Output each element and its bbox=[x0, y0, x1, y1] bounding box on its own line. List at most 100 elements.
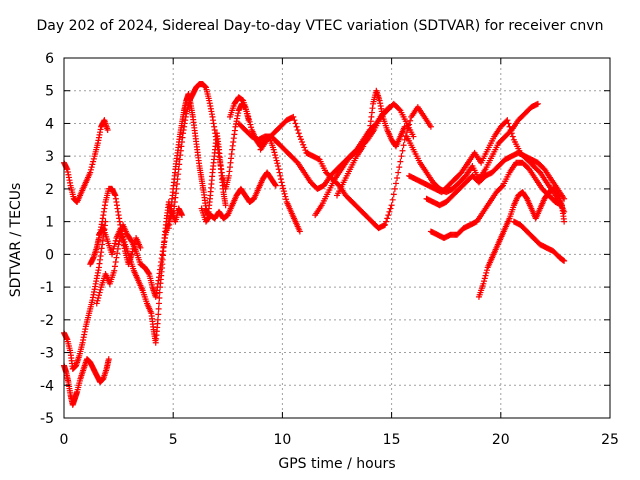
data-point bbox=[293, 123, 300, 130]
y-tick-label: -5 bbox=[40, 411, 54, 427]
data-point bbox=[296, 228, 303, 235]
series-6 bbox=[93, 205, 185, 307]
data-point bbox=[155, 311, 162, 318]
data-point bbox=[383, 218, 390, 225]
data-point bbox=[109, 251, 116, 258]
data-point bbox=[507, 127, 514, 133]
data-point bbox=[115, 241, 122, 248]
data-point bbox=[397, 158, 404, 165]
data-point bbox=[137, 244, 144, 251]
y-tick-label: -1 bbox=[40, 280, 54, 296]
series-20 bbox=[510, 218, 568, 264]
y-tick-label: 1 bbox=[45, 215, 54, 231]
data-point bbox=[121, 238, 128, 245]
data-point bbox=[399, 147, 406, 154]
data-point bbox=[398, 153, 405, 160]
series-9 bbox=[198, 169, 279, 225]
data-point bbox=[482, 272, 489, 279]
data-point bbox=[154, 316, 161, 323]
data-point bbox=[90, 155, 97, 162]
data-point bbox=[396, 164, 403, 171]
data-point bbox=[481, 278, 488, 285]
data-point bbox=[401, 123, 408, 130]
series-15 bbox=[403, 100, 541, 196]
plot-frame bbox=[63, 57, 611, 419]
x-tick-label: 10 bbox=[273, 432, 291, 448]
data-point bbox=[392, 180, 399, 187]
y-tick-label: 2 bbox=[45, 182, 54, 198]
data-point bbox=[114, 250, 121, 257]
data-point bbox=[364, 132, 371, 139]
series-18 bbox=[427, 159, 565, 241]
data-point bbox=[89, 161, 96, 168]
y-tick-label: 0 bbox=[45, 247, 54, 263]
series-1 bbox=[61, 117, 111, 205]
series-10 bbox=[226, 94, 303, 235]
data-point bbox=[155, 305, 162, 312]
data-point bbox=[93, 300, 100, 307]
data-point bbox=[363, 135, 370, 142]
data-point bbox=[385, 212, 392, 219]
axis-ticks: 0 5 10 15 20 25 -5 -4 -3 -2 -1 0 1 2 3 4 5 6 bbox=[40, 51, 619, 448]
data-point bbox=[280, 185, 287, 192]
data-point bbox=[116, 238, 123, 245]
data-point bbox=[246, 118, 253, 125]
data-point bbox=[506, 123, 513, 130]
data-point bbox=[272, 152, 279, 159]
data-point bbox=[483, 267, 490, 274]
data-point bbox=[95, 292, 102, 299]
data-point bbox=[245, 116, 252, 123]
y-tick-label: 5 bbox=[45, 84, 54, 100]
data-point bbox=[301, 144, 308, 151]
data-point bbox=[395, 169, 402, 176]
chart-title: Day 202 of 2024, Sidereal Day-to-day VTE… bbox=[36, 18, 604, 34]
data-point bbox=[120, 236, 127, 243]
data-point bbox=[498, 183, 505, 190]
y-tick-label: -2 bbox=[40, 313, 54, 329]
data-point bbox=[362, 137, 369, 144]
data-point bbox=[277, 176, 284, 183]
data-point bbox=[302, 147, 309, 154]
data-point bbox=[480, 280, 487, 287]
series-2 bbox=[61, 356, 112, 408]
y-tick-label: -3 bbox=[40, 346, 54, 362]
y-tick-label: 3 bbox=[45, 149, 54, 165]
data-point bbox=[156, 300, 163, 307]
series-19 bbox=[475, 185, 568, 300]
series-3 bbox=[61, 218, 109, 372]
data-point bbox=[278, 179, 285, 186]
data-point bbox=[245, 113, 252, 120]
data-point bbox=[90, 158, 97, 165]
data-point bbox=[427, 123, 434, 130]
data-point bbox=[112, 259, 119, 265]
data-point bbox=[400, 142, 407, 149]
data-point bbox=[105, 356, 112, 363]
data-point bbox=[111, 240, 118, 247]
data-point bbox=[247, 121, 254, 128]
data-points bbox=[61, 81, 568, 408]
y-tick-label: 4 bbox=[45, 116, 54, 132]
data-point bbox=[272, 154, 279, 161]
data-point bbox=[396, 106, 403, 113]
x-axis-label: GPS time / hours bbox=[278, 456, 396, 472]
data-point bbox=[483, 269, 490, 276]
x-tick-label: 20 bbox=[492, 432, 510, 448]
data-point bbox=[95, 295, 102, 301]
data-point bbox=[360, 143, 367, 150]
data-point bbox=[222, 202, 229, 209]
y-tick-label: 6 bbox=[45, 51, 54, 67]
data-point bbox=[275, 166, 282, 173]
data-point bbox=[410, 133, 417, 140]
data-point bbox=[481, 275, 488, 282]
data-point bbox=[145, 269, 152, 276]
data-point bbox=[87, 169, 94, 176]
data-point bbox=[294, 127, 301, 133]
data-point bbox=[271, 149, 278, 156]
data-point bbox=[365, 129, 372, 136]
data-point bbox=[281, 190, 288, 197]
data-point bbox=[283, 196, 290, 203]
data-point bbox=[561, 218, 568, 225]
y-tick-label: -4 bbox=[40, 378, 54, 394]
data-point bbox=[391, 185, 398, 192]
data-point bbox=[270, 146, 277, 153]
